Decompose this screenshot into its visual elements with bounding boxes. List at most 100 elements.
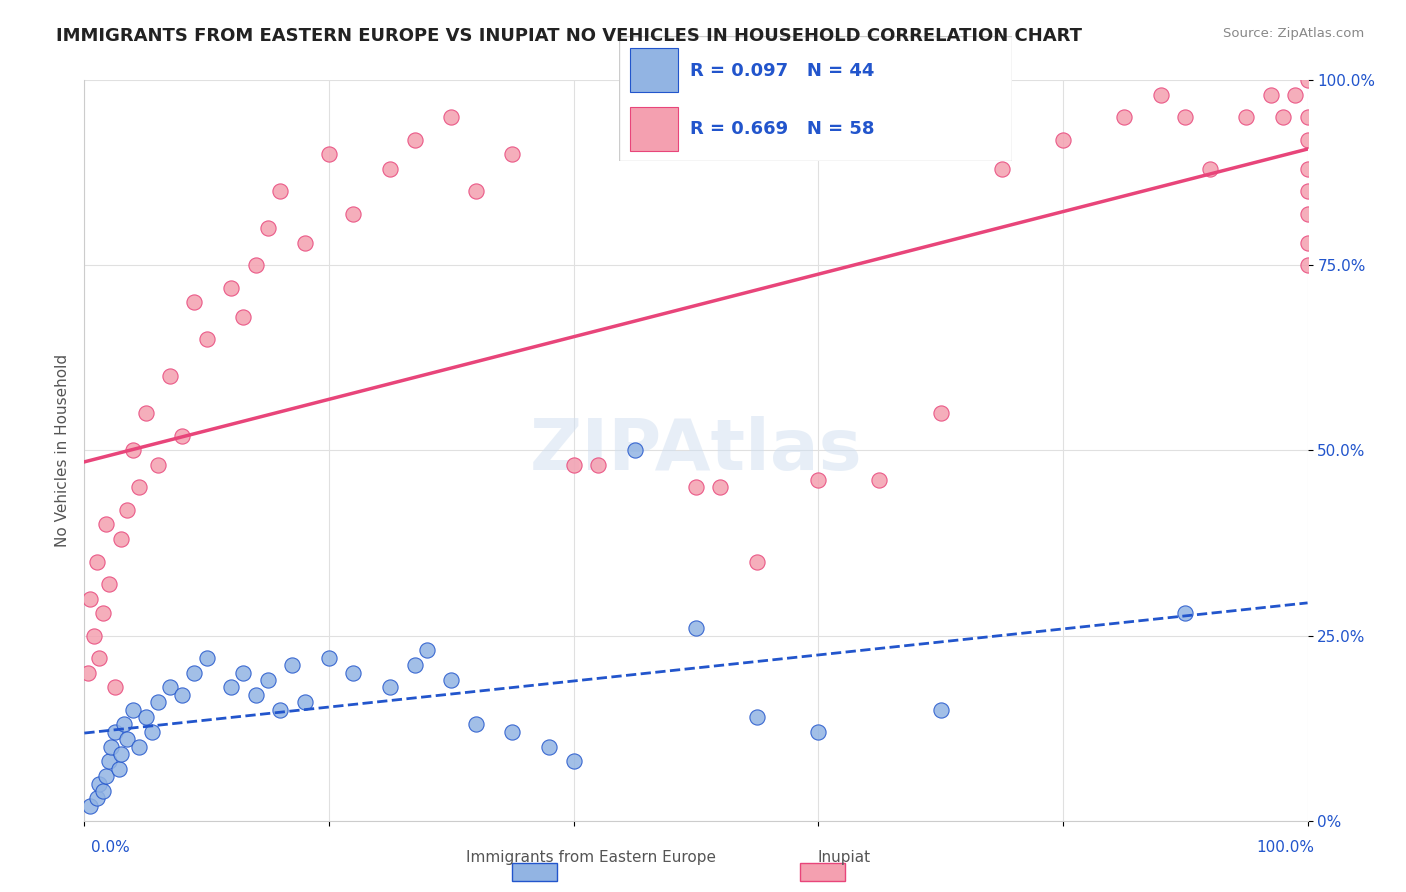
Point	[195, 333, 218, 347]
FancyBboxPatch shape	[630, 107, 678, 151]
Point	[929, 703, 952, 717]
Point	[1150, 88, 1173, 103]
Point	[281, 658, 304, 673]
FancyBboxPatch shape	[619, 36, 1012, 161]
Point	[100, 739, 122, 754]
Point	[318, 650, 340, 665]
Point	[404, 132, 426, 146]
Point	[107, 762, 129, 776]
Point	[869, 473, 891, 487]
Point	[128, 481, 150, 495]
Point	[807, 724, 830, 739]
Point	[115, 502, 138, 516]
Point	[79, 798, 101, 813]
Point	[1296, 184, 1319, 198]
Point	[807, 473, 830, 487]
Point	[342, 665, 364, 680]
Point	[146, 458, 169, 473]
Point	[232, 310, 254, 325]
Point	[159, 369, 181, 384]
Text: 100.0%: 100.0%	[1257, 840, 1315, 855]
Point	[464, 717, 486, 731]
Point	[97, 576, 120, 591]
Point	[404, 658, 426, 673]
Point	[318, 147, 340, 161]
Point	[269, 184, 291, 198]
Point	[87, 776, 110, 791]
Text: Source: ZipAtlas.com: Source: ZipAtlas.com	[1223, 27, 1364, 40]
Bar	[800, 863, 845, 881]
Point	[380, 162, 402, 177]
Point	[502, 724, 524, 739]
Point	[122, 443, 145, 458]
Point	[1260, 88, 1282, 103]
Point	[245, 688, 267, 702]
Point	[342, 206, 364, 220]
FancyBboxPatch shape	[630, 48, 678, 92]
Point	[115, 732, 138, 747]
Point	[685, 621, 707, 635]
Point	[219, 681, 242, 695]
Point	[97, 755, 120, 769]
Point	[1296, 73, 1319, 87]
Point	[1114, 111, 1136, 125]
Point	[1284, 88, 1306, 103]
Point	[183, 295, 205, 310]
Text: R = 0.669   N = 58: R = 0.669 N = 58	[689, 120, 875, 138]
Point	[1174, 111, 1197, 125]
Point	[1236, 111, 1258, 125]
Point	[245, 259, 267, 273]
Point	[1296, 259, 1319, 273]
Point	[269, 703, 291, 717]
Point	[110, 747, 132, 761]
Text: 0.0%: 0.0%	[91, 840, 131, 855]
Point	[110, 533, 132, 547]
Point	[416, 643, 439, 657]
Point	[1174, 607, 1197, 621]
Point	[232, 665, 254, 680]
Point	[135, 407, 157, 421]
Point	[112, 717, 135, 731]
Point	[77, 665, 100, 680]
Point	[183, 665, 205, 680]
Text: Immigrants from Eastern Europe: Immigrants from Eastern Europe	[465, 850, 716, 865]
Point	[709, 481, 731, 495]
Point	[172, 688, 194, 702]
Point	[562, 755, 585, 769]
Bar	[512, 863, 557, 881]
Point	[502, 147, 524, 161]
Point	[1052, 132, 1074, 146]
Text: IMMIGRANTS FROM EASTERN EUROPE VS INUPIAT NO VEHICLES IN HOUSEHOLD CORRELATION C: IMMIGRANTS FROM EASTERN EUROPE VS INUPIA…	[56, 27, 1083, 45]
Point	[195, 650, 218, 665]
Point	[141, 724, 163, 739]
Point	[538, 739, 561, 754]
Point	[440, 111, 463, 125]
Point	[172, 428, 194, 442]
Point	[86, 791, 108, 805]
Point	[685, 481, 707, 495]
Point	[1272, 111, 1295, 125]
Point	[747, 555, 769, 569]
Point	[122, 703, 145, 717]
Point	[83, 628, 105, 642]
Point	[91, 607, 114, 621]
Point	[87, 650, 110, 665]
Point	[1296, 132, 1319, 146]
Point	[624, 443, 647, 458]
Point	[96, 769, 118, 783]
Point	[96, 517, 118, 532]
Text: Inupiat: Inupiat	[817, 850, 870, 865]
Point	[1296, 111, 1319, 125]
Point	[294, 236, 316, 251]
Point	[128, 739, 150, 754]
Point	[79, 591, 101, 606]
Point	[104, 724, 127, 739]
Point	[586, 458, 609, 473]
Text: ZIPAtlas: ZIPAtlas	[530, 416, 862, 485]
Point	[929, 407, 952, 421]
Point	[91, 784, 114, 798]
Point	[294, 695, 316, 709]
Point	[146, 695, 169, 709]
Point	[257, 673, 280, 687]
Point	[1296, 162, 1319, 177]
